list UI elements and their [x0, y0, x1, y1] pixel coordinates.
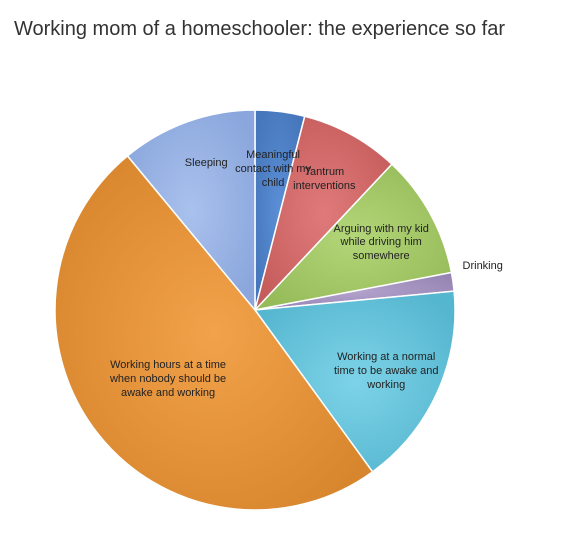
chart-title: Working mom of a homeschooler: the exper… [14, 18, 505, 41]
pie-chart [45, 100, 465, 520]
